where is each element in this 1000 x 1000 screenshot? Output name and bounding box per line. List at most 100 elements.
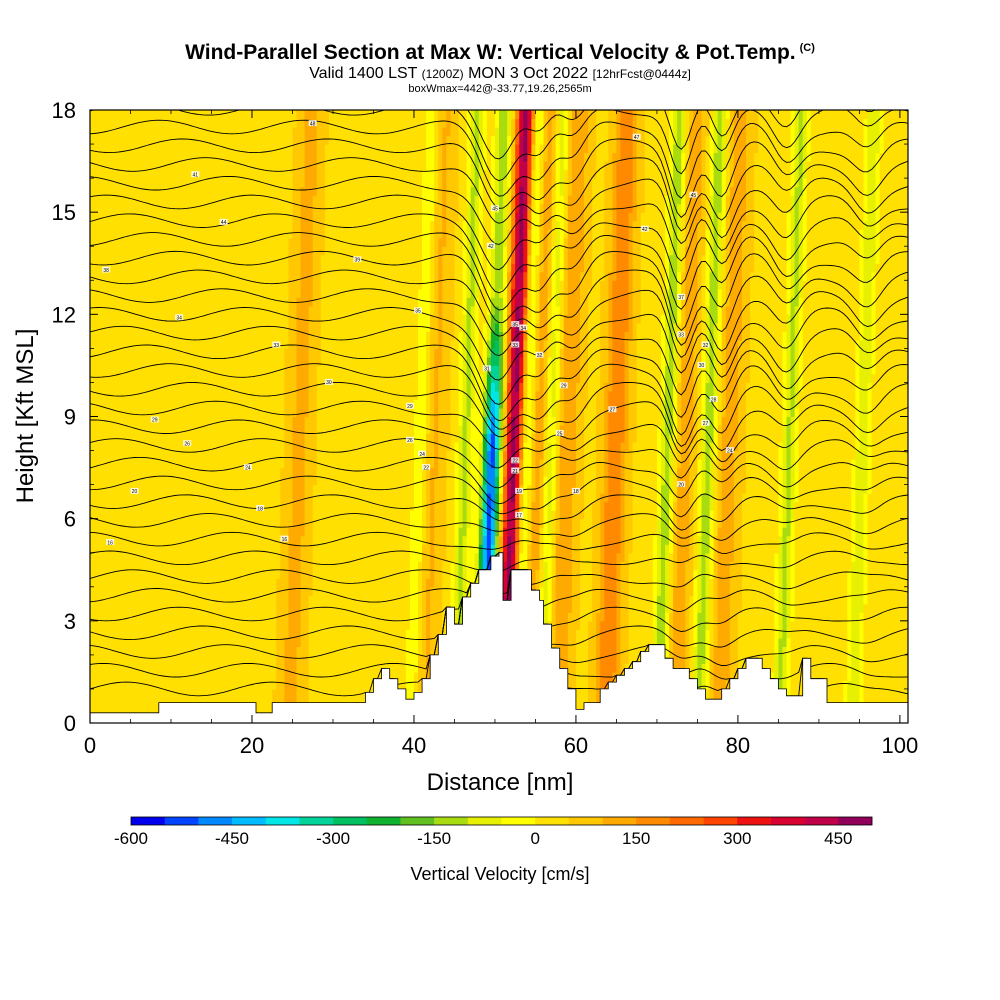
velocity-cell xyxy=(320,442,326,452)
velocity-cell xyxy=(239,152,245,162)
velocity-cell xyxy=(288,144,294,154)
velocity-cell xyxy=(365,476,371,486)
velocity-cell xyxy=(203,671,209,682)
velocity-cell xyxy=(304,680,310,690)
velocity-cell xyxy=(272,399,277,409)
velocity-cell xyxy=(223,339,229,349)
velocity-cell xyxy=(227,280,233,290)
velocity-cell xyxy=(146,314,152,324)
velocity-cell xyxy=(98,501,103,511)
velocity-cell xyxy=(231,186,237,196)
velocity-cell xyxy=(324,680,330,690)
velocity-cell xyxy=(118,569,123,579)
velocity-cell xyxy=(316,186,322,196)
velocity-cell xyxy=(260,246,265,256)
velocity-cell xyxy=(94,280,99,290)
velocity-cell xyxy=(106,493,111,503)
velocity-cell xyxy=(316,254,322,264)
velocity-cell xyxy=(292,646,298,656)
velocity-cell xyxy=(154,271,160,281)
velocity-cell xyxy=(332,212,338,222)
velocity-cell xyxy=(94,697,99,707)
velocity-cell xyxy=(130,356,136,367)
velocity-cell xyxy=(126,229,132,239)
velocity-cell xyxy=(276,127,281,137)
velocity-cell xyxy=(304,178,310,188)
velocity-cell xyxy=(288,442,294,452)
velocity-cell xyxy=(94,654,99,664)
velocity-cell xyxy=(106,127,111,137)
velocity-cell xyxy=(296,561,302,571)
velocity-cell xyxy=(280,629,285,639)
velocity-cell xyxy=(138,237,144,247)
velocity-cell xyxy=(308,467,314,477)
velocity-cell xyxy=(118,263,123,273)
velocity-cell xyxy=(211,203,217,213)
velocity-cell xyxy=(320,680,326,690)
velocity-cell xyxy=(130,620,136,630)
velocity-cell xyxy=(264,527,269,537)
velocity-cell xyxy=(332,595,338,605)
velocity-cell xyxy=(122,680,128,690)
velocity-cell xyxy=(142,178,148,188)
velocity-cell xyxy=(280,220,285,230)
velocity-cell xyxy=(357,561,362,571)
velocity-cell xyxy=(353,365,358,375)
velocity-cell xyxy=(187,305,192,315)
velocity-cell xyxy=(349,127,354,137)
velocity-cell xyxy=(268,535,273,545)
velocity-cell xyxy=(239,697,245,707)
velocity-cell xyxy=(276,680,281,690)
velocity-cell xyxy=(203,271,209,281)
velocity-cell xyxy=(219,535,225,545)
velocity-cell xyxy=(288,603,294,613)
velocity-cell xyxy=(191,110,196,120)
velocity-cell xyxy=(150,663,156,673)
velocity-cell xyxy=(300,356,306,367)
velocity-cell xyxy=(166,416,172,426)
velocity-cell xyxy=(284,578,290,588)
velocity-cell xyxy=(280,527,285,537)
velocity-cell xyxy=(110,195,115,205)
velocity-cell xyxy=(332,663,338,673)
velocity-cell xyxy=(199,331,204,341)
velocity-cell xyxy=(207,280,213,290)
velocity-cell xyxy=(272,135,277,145)
velocity-cell xyxy=(211,535,217,545)
velocity-cell xyxy=(215,459,221,469)
velocity-cell xyxy=(170,450,176,460)
velocity-cell xyxy=(357,586,362,596)
velocity-cell xyxy=(341,493,346,503)
velocity-cell xyxy=(260,586,265,596)
velocity-cell xyxy=(361,152,366,162)
velocity-cell xyxy=(98,518,103,528)
velocity-cell xyxy=(90,569,95,579)
velocity-cell xyxy=(312,373,318,384)
velocity-cell xyxy=(191,493,196,503)
velocity-cell xyxy=(328,195,334,205)
velocity-cell xyxy=(98,493,103,503)
velocity-cell xyxy=(353,527,358,537)
velocity-cell xyxy=(260,544,265,554)
velocity-cell xyxy=(341,680,346,690)
velocity-cell xyxy=(187,297,192,307)
velocity-cell xyxy=(292,433,298,443)
velocity-cell xyxy=(134,493,140,503)
velocity-cell xyxy=(187,544,192,554)
velocity-cell xyxy=(150,390,156,401)
velocity-cell xyxy=(102,407,107,418)
velocity-cell xyxy=(142,152,148,162)
velocity-cell xyxy=(361,595,366,605)
velocity-cell xyxy=(158,416,164,426)
velocity-cell xyxy=(146,518,152,528)
velocity-cell xyxy=(296,356,302,367)
velocity-cell xyxy=(288,459,294,469)
velocity-cell xyxy=(349,356,354,367)
velocity-cell xyxy=(231,612,237,622)
velocity-cell xyxy=(142,305,148,315)
velocity-cell xyxy=(349,152,354,162)
velocity-cell xyxy=(142,493,148,503)
velocity-cell xyxy=(328,450,334,460)
velocity-cell xyxy=(280,620,285,630)
velocity-cell xyxy=(308,135,314,145)
